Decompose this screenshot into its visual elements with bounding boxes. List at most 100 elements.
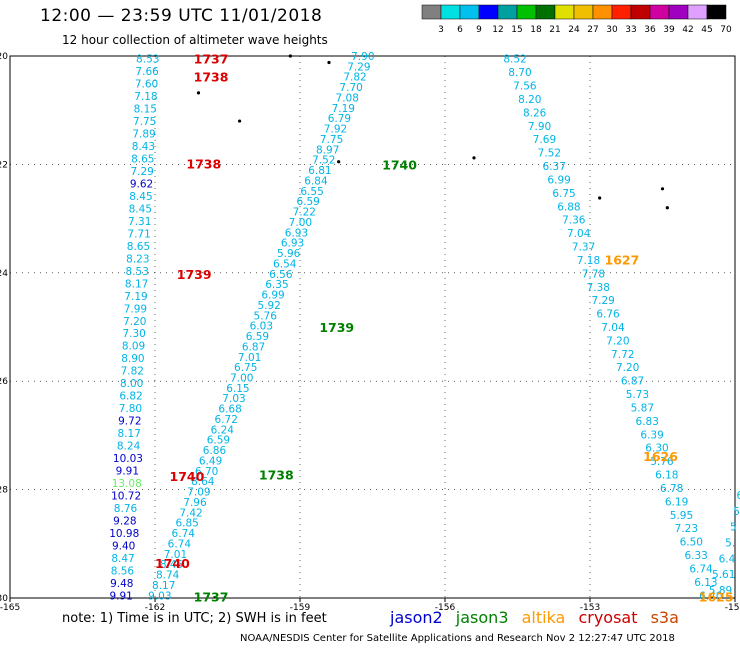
wave-height-value: 6.83	[636, 416, 659, 428]
wave-height-value: 6.56	[269, 269, 293, 281]
wave-height-value: 10.03	[113, 453, 143, 465]
lon-tick-label: -150	[725, 603, 740, 613]
wave-height-value: 13.08	[112, 478, 142, 490]
wave-height-value: 6.39	[640, 429, 663, 441]
wave-height-value: 8.70	[508, 67, 531, 79]
pass-time-label: 1739	[177, 267, 212, 282]
island-marker	[288, 54, 292, 58]
legend-value: 18	[530, 25, 542, 35]
wave-height-value: 6.87	[242, 341, 265, 353]
wave-height-value: 6.59	[296, 196, 319, 208]
wave-height-value: 6.81	[308, 165, 331, 177]
wave-height-value: 7.00	[230, 372, 253, 384]
wave-height-value: 7.56	[513, 81, 537, 93]
wave-height-value: 6.40	[699, 590, 722, 602]
pass-time-label: 1626	[643, 449, 678, 464]
map-frame	[9, 55, 736, 599]
wave-height-value: 7.71	[127, 228, 150, 240]
wave-height-value: 9.72	[118, 416, 141, 428]
lat-tick-label: -24	[0, 269, 8, 279]
pass-time-label: 1627	[605, 252, 640, 267]
wave-height-value: 7.75	[133, 116, 156, 128]
page-subtitle: 12 hour collection of altimeter wave hei…	[62, 33, 328, 47]
wave-height-value: 8.26	[523, 107, 547, 119]
wave-height-value: 7.52	[312, 155, 335, 167]
legend-value: 3	[438, 25, 444, 35]
wave-height-value: 8.23	[126, 253, 149, 265]
wave-height-value: 8.74	[156, 570, 180, 582]
wave-height-value: 8.56	[111, 565, 135, 577]
wave-height-value: 5.92	[257, 300, 280, 312]
wave-height-value: 6.72	[215, 414, 238, 426]
wave-height-value: 7.89	[132, 129, 155, 141]
wave-height-value: 6.76	[596, 309, 620, 321]
wave-height-value: 7.70	[339, 82, 362, 94]
wave-height-value: 7.20	[616, 362, 639, 374]
wave-height-value: 5.	[725, 537, 735, 549]
wave-height-value: 6.49	[199, 455, 222, 467]
lon-tick-label: -153	[580, 603, 600, 613]
wave-height-value: 9.48	[110, 578, 133, 590]
island-marker	[237, 119, 242, 123]
wave-height-value: 6.24	[211, 424, 235, 436]
pass-time-label: 1740	[382, 157, 417, 172]
island-marker	[665, 206, 669, 210]
island-marker	[196, 91, 201, 95]
wave-height-value: 6.87	[621, 376, 644, 388]
wave-height-value: 6.75	[234, 362, 257, 374]
wave-height-value: 6.99	[547, 174, 570, 186]
wave-height-value: 6.78	[660, 483, 683, 495]
pass-time-label: 1737	[194, 52, 229, 67]
wave-height-value: 8.17	[125, 278, 148, 290]
wave-height-value: 6.59	[207, 435, 230, 447]
wave-height-value: 8.45	[129, 203, 152, 215]
pass-time-label: 1738	[259, 467, 294, 482]
wave-height-value: 6.70	[195, 466, 218, 478]
wave-height-value: 7.75	[320, 134, 343, 146]
wave-height-value: 6.13	[694, 577, 717, 589]
island-marker	[660, 187, 665, 191]
page-title: 12:00 — 23:59 UTC 11/01/2018	[40, 6, 323, 26]
wave-height-value: 9.91	[116, 466, 139, 478]
pass-time-label: 1738	[194, 70, 229, 85]
wave-height-value: 7.18	[577, 255, 600, 267]
wave-height-value: 5	[733, 506, 740, 518]
wave-height-value: 7.69	[533, 134, 556, 146]
wave-height-value: 10.72	[111, 490, 141, 502]
wave-height-value: 6.75	[552, 188, 575, 200]
wave-height-value: 5.96	[277, 248, 301, 260]
wave-height-value: 5.89	[709, 585, 732, 597]
wave-height-value: 7.80	[119, 403, 142, 415]
wave-height-value: 7.01	[238, 352, 261, 364]
wave-height-value: 8.53	[126, 266, 149, 278]
wave-height-value: 7.23	[675, 523, 698, 535]
legend-value: 70	[720, 25, 732, 35]
wave-height-value: 6.03	[250, 321, 273, 333]
wave-height-value: 8.00	[120, 378, 143, 390]
wave-height-value: 6.33	[684, 550, 707, 562]
wave-height-value: 8.09	[122, 341, 145, 353]
wave-height-value: 8.97	[316, 144, 339, 156]
satellite-label-jason3: jason3	[455, 608, 509, 627]
wave-height-value: 6.18	[655, 470, 678, 482]
pass-time-label: 1625	[699, 589, 734, 604]
wave-height-value: 7.30	[122, 328, 145, 340]
lat-tick-label: -20	[0, 52, 8, 62]
lat-tick-label: -26	[0, 377, 8, 387]
wave-height-value: 8.17	[152, 580, 175, 592]
legend-value: 45	[701, 25, 712, 35]
lat-tick-label: -22	[0, 160, 8, 170]
wave-height-value: 6.59	[246, 331, 269, 343]
wave-height-value: 7.31	[128, 216, 151, 228]
wave-height-value: 9.40	[112, 540, 135, 552]
wave-height-value: 5.95	[670, 510, 693, 522]
wave-height-value: 8.53	[136, 54, 159, 66]
wave-height-value: 9.91	[109, 590, 132, 602]
wave-height-value: 6.79	[328, 113, 351, 125]
lon-tick-label: -162	[145, 603, 165, 613]
wave-height-value: 7.22	[293, 207, 316, 219]
wave-height-value: 7.66	[135, 66, 159, 78]
wave-height-value: 8.24	[117, 441, 141, 453]
